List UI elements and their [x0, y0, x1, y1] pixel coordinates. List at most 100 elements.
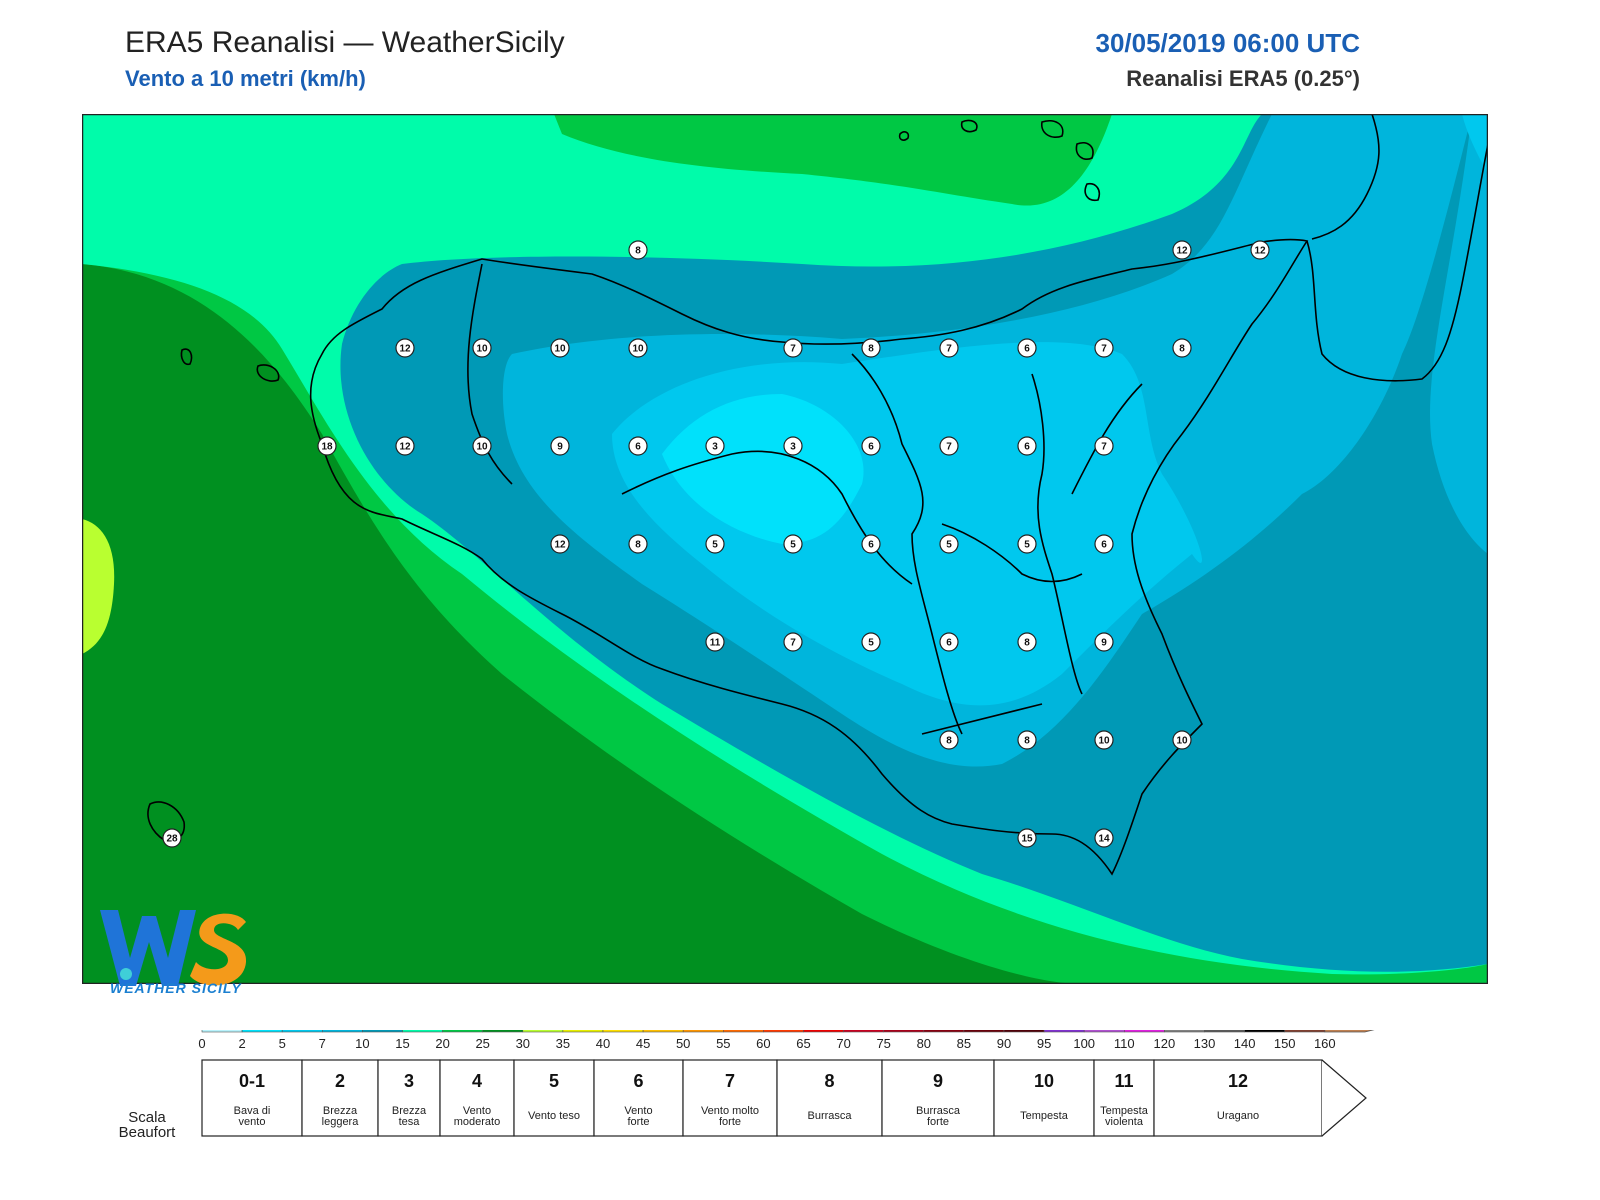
- station-dot: [939, 338, 959, 358]
- beaufort-number: 11: [1114, 1071, 1133, 1091]
- beaufort-class: 5 Vento teso: [513, 1059, 595, 1137]
- station-value: 6: [1024, 344, 1030, 355]
- province-border-4: [1031, 373, 1083, 695]
- station-marker: 9: [1094, 632, 1114, 652]
- logo-w-shape: [100, 910, 196, 986]
- map-subtitle: Vento a 10 metri (km/h): [125, 66, 366, 91]
- station-marker: 8: [1017, 730, 1037, 750]
- field-band-5-north-east: [1462, 114, 1488, 174]
- colorbar-tick-label: 140: [1234, 1036, 1256, 1051]
- beaufort-description: Burrasca forte: [916, 1105, 961, 1128]
- colorbar-swatch: [1043, 1030, 1085, 1033]
- station-dot: [1094, 338, 1114, 358]
- beaufort-class: 9 Burrasca forte: [881, 1059, 995, 1137]
- beaufort-description: Uragano: [1217, 1110, 1259, 1122]
- station-value: 10: [1176, 736, 1188, 747]
- station-value: 12: [554, 540, 566, 551]
- island-lipari: [1041, 120, 1064, 138]
- station-value: 8: [1024, 736, 1030, 747]
- station-dot: [939, 632, 959, 652]
- colorbar-swatch: [1083, 1030, 1125, 1033]
- colorbar-tick-label: 0: [198, 1036, 205, 1051]
- colorbar-tick-label: 40: [596, 1036, 610, 1051]
- island-vulcano: [1084, 182, 1101, 202]
- station-marker: 9: [550, 436, 570, 456]
- map-datetime: 30/05/2019 06:00 UTC: [1095, 28, 1360, 58]
- calabria-coastline: [1306, 114, 1488, 382]
- colorbar-tick-label: 130: [1194, 1036, 1216, 1051]
- beaufort-number: 8: [824, 1071, 834, 1091]
- station-marker: 6: [861, 534, 881, 554]
- station-value: 5: [712, 540, 718, 551]
- province-border-3: [851, 353, 963, 735]
- colorbar-swatch: [963, 1030, 1005, 1033]
- station-marker: 3: [783, 436, 803, 456]
- colorbar-ticks: 0 2 5 7 10 15 20 25 30 35 40 45 50 55 60 65 70 75 80 85 90 95…: [198, 1036, 1335, 1051]
- station-value: 8: [1024, 638, 1030, 649]
- legend-scale: 0 2 5 7 10 15 20 25 30 35 40 45 50 55 60 65 70 75 80 85 90 95…: [198, 1030, 1375, 1137]
- beaufort-class: 10 Tempesta: [993, 1059, 1095, 1137]
- beaufort-number: 9: [933, 1071, 943, 1091]
- station-value: 14: [1098, 834, 1110, 845]
- station-dot: [550, 436, 570, 456]
- station-marker: 12: [1250, 240, 1270, 260]
- station-value: 10: [632, 344, 644, 355]
- station-dot: [1017, 534, 1037, 554]
- station-dot: [861, 436, 881, 456]
- station-marker: 7: [1094, 436, 1114, 456]
- colorbar-tick-label: 60: [756, 1036, 770, 1051]
- island-salina: [1075, 142, 1094, 160]
- beaufort-class: 4 Vento moderato: [439, 1059, 515, 1137]
- station-dot: [1094, 632, 1114, 652]
- station-marker: 6: [861, 436, 881, 456]
- station-marker: 5: [861, 632, 881, 652]
- station-marker: 15: [1017, 828, 1037, 848]
- island-marettimo: [180, 348, 193, 366]
- station-marker: 10: [628, 338, 648, 358]
- station-marker: 7: [783, 632, 803, 652]
- colorbar-swatch: [1204, 1030, 1245, 1033]
- beaufort-box: [881, 1059, 995, 1137]
- station-dot: [705, 436, 725, 456]
- station-dot: [783, 632, 803, 652]
- beaufort-box: [1093, 1059, 1155, 1137]
- station-marker: 6: [628, 436, 648, 456]
- calabria-north: [1311, 114, 1380, 240]
- station-marker: 5: [783, 534, 803, 554]
- colorbar-tick-label: 10: [355, 1036, 369, 1051]
- station-marker: 7: [939, 436, 959, 456]
- station-marker: 8: [861, 338, 881, 358]
- station-value: 3: [712, 442, 718, 453]
- station-marker: 3: [705, 436, 725, 456]
- colorbar-tick-label: 7: [319, 1036, 326, 1051]
- beaufort-description: Burrasca: [807, 1110, 852, 1122]
- station-marker: 6: [1094, 534, 1114, 554]
- beaufort-number: 10: [1034, 1071, 1054, 1091]
- colorbar-tick-label: 5: [279, 1036, 286, 1051]
- colorbar-tick-label: 160: [1314, 1036, 1336, 1051]
- station-dot: [939, 436, 959, 456]
- calabria-outline: [1306, 143, 1488, 382]
- station-value: 5: [868, 638, 874, 649]
- station-dot: [705, 534, 725, 554]
- station-marker: 6: [1017, 338, 1037, 358]
- station-dot: [1094, 534, 1114, 554]
- station-marker: 10: [550, 338, 570, 358]
- station-marker: 11: [705, 632, 725, 652]
- colorbar-swatch: [281, 1030, 323, 1033]
- field-band-20-north: [554, 114, 1112, 206]
- station-marker: 5: [1017, 534, 1037, 554]
- station-dot: [1172, 730, 1192, 750]
- station-marker: 10: [472, 338, 492, 358]
- aeolian-islands: [1071, 383, 1143, 495]
- colorbar-swatch: [883, 1030, 925, 1033]
- colorbar-tick-label: 80: [917, 1036, 931, 1051]
- beaufort-class: 12 Uragano: [1153, 1059, 1323, 1137]
- station-value: 5: [790, 540, 796, 551]
- colorbar-swatch: [362, 1030, 403, 1033]
- colorbar-swatch: [602, 1030, 644, 1033]
- station-value: 9: [557, 442, 563, 453]
- beaufort-class: 7 Vento molto forte: [682, 1059, 778, 1137]
- station-dot: [861, 632, 881, 652]
- station-marker: 8: [1172, 338, 1192, 358]
